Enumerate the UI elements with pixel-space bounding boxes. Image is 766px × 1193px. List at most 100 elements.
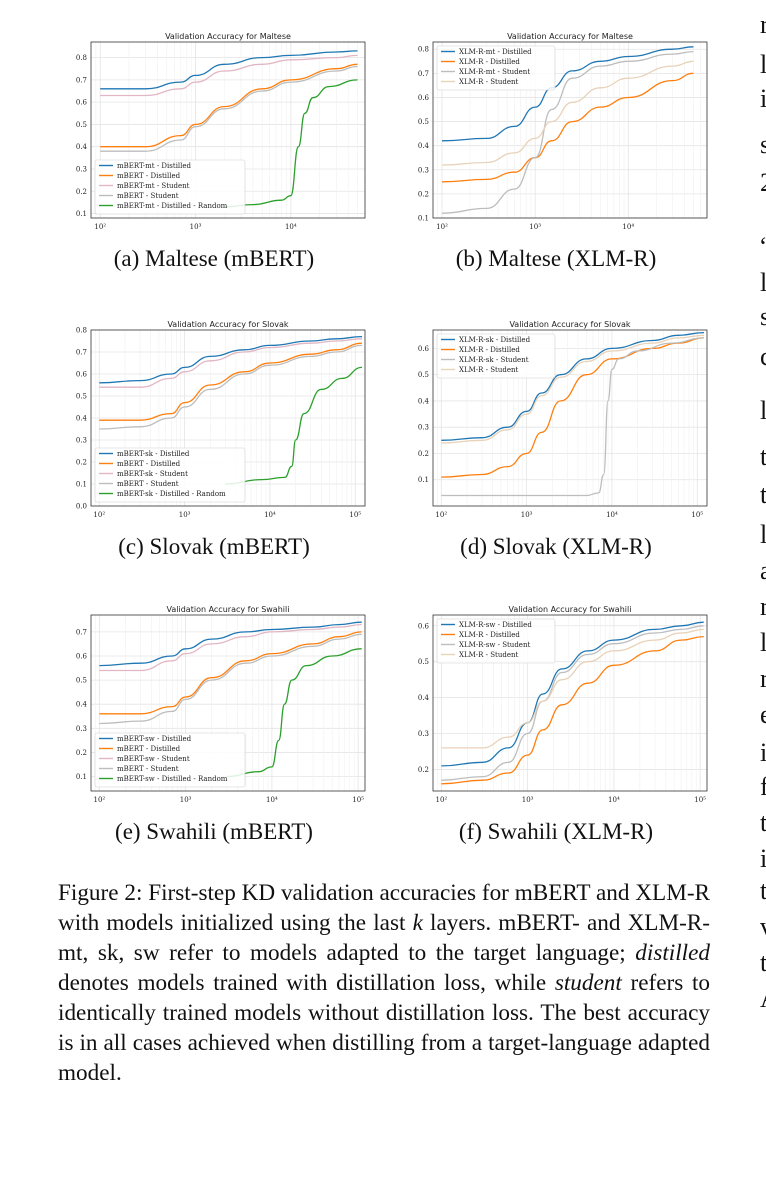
subcaption-d: (d) Slovak (XLM-R) xyxy=(460,534,652,559)
legend-label: mBERT-sw - Distilled - Random xyxy=(117,775,228,783)
y-tick-label: 0.3 xyxy=(76,437,87,445)
caption-k: k xyxy=(412,910,423,936)
y-tick-label: 0.5 xyxy=(76,121,87,129)
chart-title: Validation Accuracy for Maltese xyxy=(165,32,291,41)
right-column-fragment: t xyxy=(760,808,766,837)
right-column-fragment: l xyxy=(760,268,766,297)
caption-label: Figure 2: xyxy=(58,880,143,906)
y-tick-label: 0.4 xyxy=(418,694,430,702)
legend-label: mBERT-mt - Student xyxy=(117,182,190,190)
right-column-fragment: v xyxy=(760,912,766,942)
y-tick-label: 0.6 xyxy=(76,371,88,379)
right-column-fragment: l xyxy=(760,50,766,79)
right-column-fragment: l xyxy=(760,520,766,549)
legend-label: XLM-R-sk - Student xyxy=(459,356,529,364)
y-tick-label: 0.5 xyxy=(76,677,87,685)
legend-box xyxy=(436,45,556,91)
chart-c: Validation Accuracy for Slovak 0.0 0.1 0.2 0… xyxy=(76,320,366,519)
legend-box xyxy=(436,333,556,379)
y-tick-label: 0.4 xyxy=(76,701,88,709)
right-column-fragment: l xyxy=(760,396,766,425)
y-tick-label: 0.5 xyxy=(418,658,429,666)
y-tick-label: 0.7 xyxy=(418,70,429,78)
plot-frame xyxy=(90,41,366,219)
panel-f: Validation Accuracy for Swahili 0.2 0.3 0.4… xyxy=(397,603,715,813)
series-line xyxy=(226,648,362,778)
legend-label: XLM-R-sw - Distilled xyxy=(459,621,532,629)
legend-label: mBERT - Student xyxy=(117,765,179,773)
y-tick-label: 0.5 xyxy=(418,371,429,379)
y-tick-label: 0.3 xyxy=(418,730,429,738)
chart-a: Validation Accuracy for Maltese 0.1 0.2 0.3… xyxy=(76,32,366,231)
legend-label: mBERT - Distilled xyxy=(117,172,181,180)
y-tick-label: 0.7 xyxy=(76,349,87,357)
legend-label: mBERT-mt - Distilled - Random xyxy=(117,202,228,210)
y-tick-label: 0.2 xyxy=(76,188,87,196)
right-column-fragment: t xyxy=(760,480,766,509)
x-tick-label: 10³ xyxy=(529,223,541,231)
x-tick-label: 10² xyxy=(436,223,448,231)
y-tick-label: 0.6 xyxy=(76,99,88,107)
chart-b: Validation Accuracy for Maltese 0.1 0.2 0.3… xyxy=(418,32,708,231)
series-line xyxy=(100,54,358,97)
y-tick-label: 0.3 xyxy=(76,165,87,173)
x-tick-label: 10² xyxy=(94,223,106,231)
series-line xyxy=(99,335,363,384)
right-column-fragment: i xyxy=(760,738,766,767)
panel-d: Validation Accuracy for Slovak 0.1 0.2 0.3 0… xyxy=(397,318,715,528)
y-tick-label: 0.3 xyxy=(76,725,87,733)
y-tick-label: 0.1 xyxy=(76,210,87,218)
series-line xyxy=(441,46,694,142)
caption-text-2: layers. mBERT- and XLM-R-mt, sk, sw refe… xyxy=(58,910,710,966)
series-line xyxy=(224,79,358,208)
y-tick-label: 0.8 xyxy=(76,327,87,335)
x-tick-label: 10⁴ xyxy=(606,511,618,519)
legend-label: mBERT - Student xyxy=(117,192,179,200)
right-column-fragment: c xyxy=(760,342,766,371)
series-line xyxy=(99,344,363,430)
chart-title: Validation Accuracy for Slovak xyxy=(167,320,288,329)
y-tick-label: 0.8 xyxy=(76,54,87,62)
right-column-fragment: “ xyxy=(760,232,766,262)
y-tick-label: 0.6 xyxy=(76,652,88,660)
x-tick-label: 10³ xyxy=(180,796,192,804)
right-column-fragment: a xyxy=(760,556,766,585)
series-line xyxy=(441,625,704,781)
plot-frame xyxy=(432,614,708,792)
series-line xyxy=(100,65,358,152)
series-line xyxy=(225,366,363,485)
legend-label: XLM-R - Distilled xyxy=(459,631,520,639)
x-tick-label: 10⁴ xyxy=(264,511,276,519)
right-column-fragment: r xyxy=(760,10,766,39)
y-tick-label: 0.7 xyxy=(76,628,87,636)
series-line xyxy=(99,623,362,672)
subcaption-b: (b) Maltese (XLM-R) xyxy=(455,246,657,271)
right-column-fragment: e xyxy=(760,700,766,729)
legend-label: mBERT-sw - Distilled xyxy=(117,735,192,743)
y-tick-label: 0.2 xyxy=(76,459,87,467)
panel-e: Validation Accuracy for Swahili 0.1 0.2 0.3… xyxy=(55,603,373,813)
legend-box xyxy=(436,618,556,664)
chart-f: Validation Accuracy for Swahili 0.2 0.3 0.4… xyxy=(418,605,708,804)
y-tick-label: 0.5 xyxy=(418,118,429,126)
y-tick-label: 0.8 xyxy=(418,46,429,54)
x-tick-label: 10² xyxy=(93,511,105,519)
y-tick-label: 0.1 xyxy=(418,476,429,484)
panel-b: Validation Accuracy for Maltese 0.1 0.2 0.3… xyxy=(397,30,715,240)
right-column-fragment: l xyxy=(760,628,766,657)
series-line xyxy=(100,50,358,90)
legend-label: XLM-R - Student xyxy=(459,366,518,374)
series-line xyxy=(441,337,705,478)
plot-frame xyxy=(432,329,708,507)
right-column-fragment: 2 xyxy=(760,168,766,198)
legend-label: mBERT - Distilled xyxy=(117,745,181,753)
caption-text-1: First-step KD validation accuracies for … xyxy=(58,880,711,936)
legend-box xyxy=(94,159,246,215)
y-tick-label: 0.0 xyxy=(76,503,87,511)
chart-title: Validation Accuracy for Swahili xyxy=(167,605,290,614)
y-tick-label: 0.2 xyxy=(418,450,429,458)
legend-label: mBERT - Distilled xyxy=(117,460,181,468)
series-line xyxy=(441,337,705,497)
y-tick-label: 0.3 xyxy=(418,424,429,432)
x-tick-label: 10⁴ xyxy=(608,796,620,804)
